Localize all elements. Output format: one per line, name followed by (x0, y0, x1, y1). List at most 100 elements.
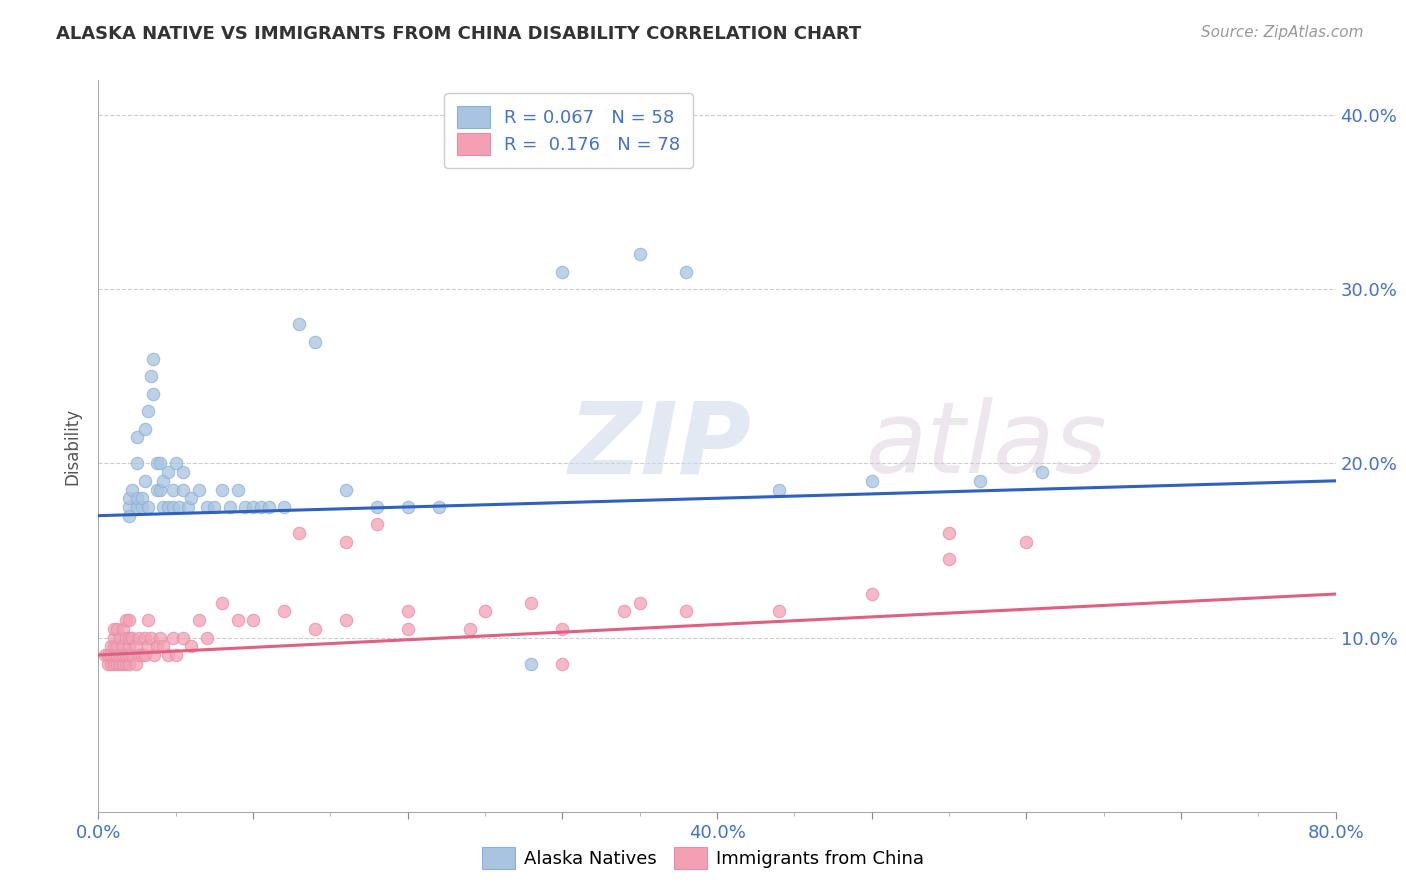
Point (128, 631, 150, 645)
Text: Source: ZipAtlas.com: Source: ZipAtlas.com (1201, 25, 1364, 40)
Point (162, 500, 184, 514)
Point (146, 483, 169, 497)
Point (152, 474, 174, 488)
Point (242, 613, 264, 627)
Point (226, 483, 249, 497)
Point (520, 596, 543, 610)
Point (273, 500, 295, 514)
Point (628, 247, 651, 261)
Point (124, 640, 146, 654)
Point (172, 483, 194, 497)
Point (134, 631, 156, 645)
Point (551, 265, 574, 279)
Point (195, 631, 218, 645)
Point (97, 648, 120, 662)
Point (188, 613, 211, 627)
Point (100, 657, 122, 671)
Point (97, 657, 120, 671)
Point (551, 657, 574, 671)
Point (139, 631, 162, 645)
Point (162, 631, 184, 645)
Point (366, 517, 388, 532)
Point (118, 631, 141, 645)
Point (127, 457, 149, 471)
Point (141, 386, 165, 401)
Point (675, 265, 697, 279)
Point (103, 640, 125, 654)
Point (233, 500, 257, 514)
Point (551, 622, 574, 636)
Text: ZIP: ZIP (568, 398, 752, 494)
Point (131, 500, 153, 514)
Point (139, 369, 162, 384)
Point (118, 491, 141, 506)
Point (628, 596, 651, 610)
Point (100, 648, 122, 662)
Point (938, 526, 960, 541)
Point (969, 474, 991, 488)
Point (152, 500, 174, 514)
Point (105, 648, 128, 662)
Point (165, 457, 187, 471)
Point (112, 640, 135, 654)
Point (118, 648, 141, 662)
Point (474, 604, 496, 618)
Point (100, 640, 122, 654)
Point (115, 613, 138, 627)
Point (115, 657, 138, 671)
Point (273, 604, 295, 618)
Point (613, 604, 636, 618)
Point (288, 526, 311, 541)
Point (304, 334, 326, 349)
Point (768, 483, 790, 497)
Point (157, 465, 180, 479)
Point (112, 648, 135, 662)
Legend: R = 0.067   N = 58, R =  0.176   N = 78: R = 0.067 N = 58, R = 0.176 N = 78 (444, 93, 693, 168)
Point (938, 552, 960, 566)
Point (180, 491, 202, 506)
Point (118, 508, 141, 523)
Point (131, 648, 153, 662)
Point (211, 596, 233, 610)
Point (768, 604, 790, 618)
Point (105, 640, 128, 654)
Point (219, 500, 242, 514)
Point (128, 648, 150, 662)
Point (124, 657, 146, 671)
Point (675, 604, 697, 618)
Point (162, 483, 184, 497)
Point (180, 640, 202, 654)
Point (288, 317, 311, 331)
Point (115, 648, 138, 662)
Point (427, 500, 450, 514)
Point (141, 351, 165, 366)
Point (157, 500, 180, 514)
Text: atlas: atlas (866, 398, 1107, 494)
Text: ALASKA NATIVE VS IMMIGRANTS FROM CHINA DISABILITY CORRELATION CHART: ALASKA NATIVE VS IMMIGRANTS FROM CHINA D… (56, 25, 862, 43)
Point (520, 657, 543, 671)
Point (304, 622, 326, 636)
Point (396, 622, 419, 636)
Point (134, 474, 156, 488)
Point (146, 640, 169, 654)
Point (211, 483, 233, 497)
Point (121, 648, 143, 662)
Point (118, 500, 141, 514)
Point (242, 500, 264, 514)
Point (118, 613, 141, 627)
Point (134, 648, 156, 662)
Point (152, 640, 174, 654)
Point (257, 500, 280, 514)
Point (136, 640, 159, 654)
Point (172, 465, 194, 479)
Point (172, 631, 194, 645)
Point (226, 613, 249, 627)
Point (396, 604, 419, 618)
Point (146, 457, 169, 471)
Point (115, 631, 138, 645)
Point (149, 483, 172, 497)
Point (335, 613, 357, 627)
Point (103, 622, 125, 636)
Point (108, 657, 131, 671)
Legend: Alaska Natives, Immigrants from China: Alaska Natives, Immigrants from China (472, 838, 934, 879)
